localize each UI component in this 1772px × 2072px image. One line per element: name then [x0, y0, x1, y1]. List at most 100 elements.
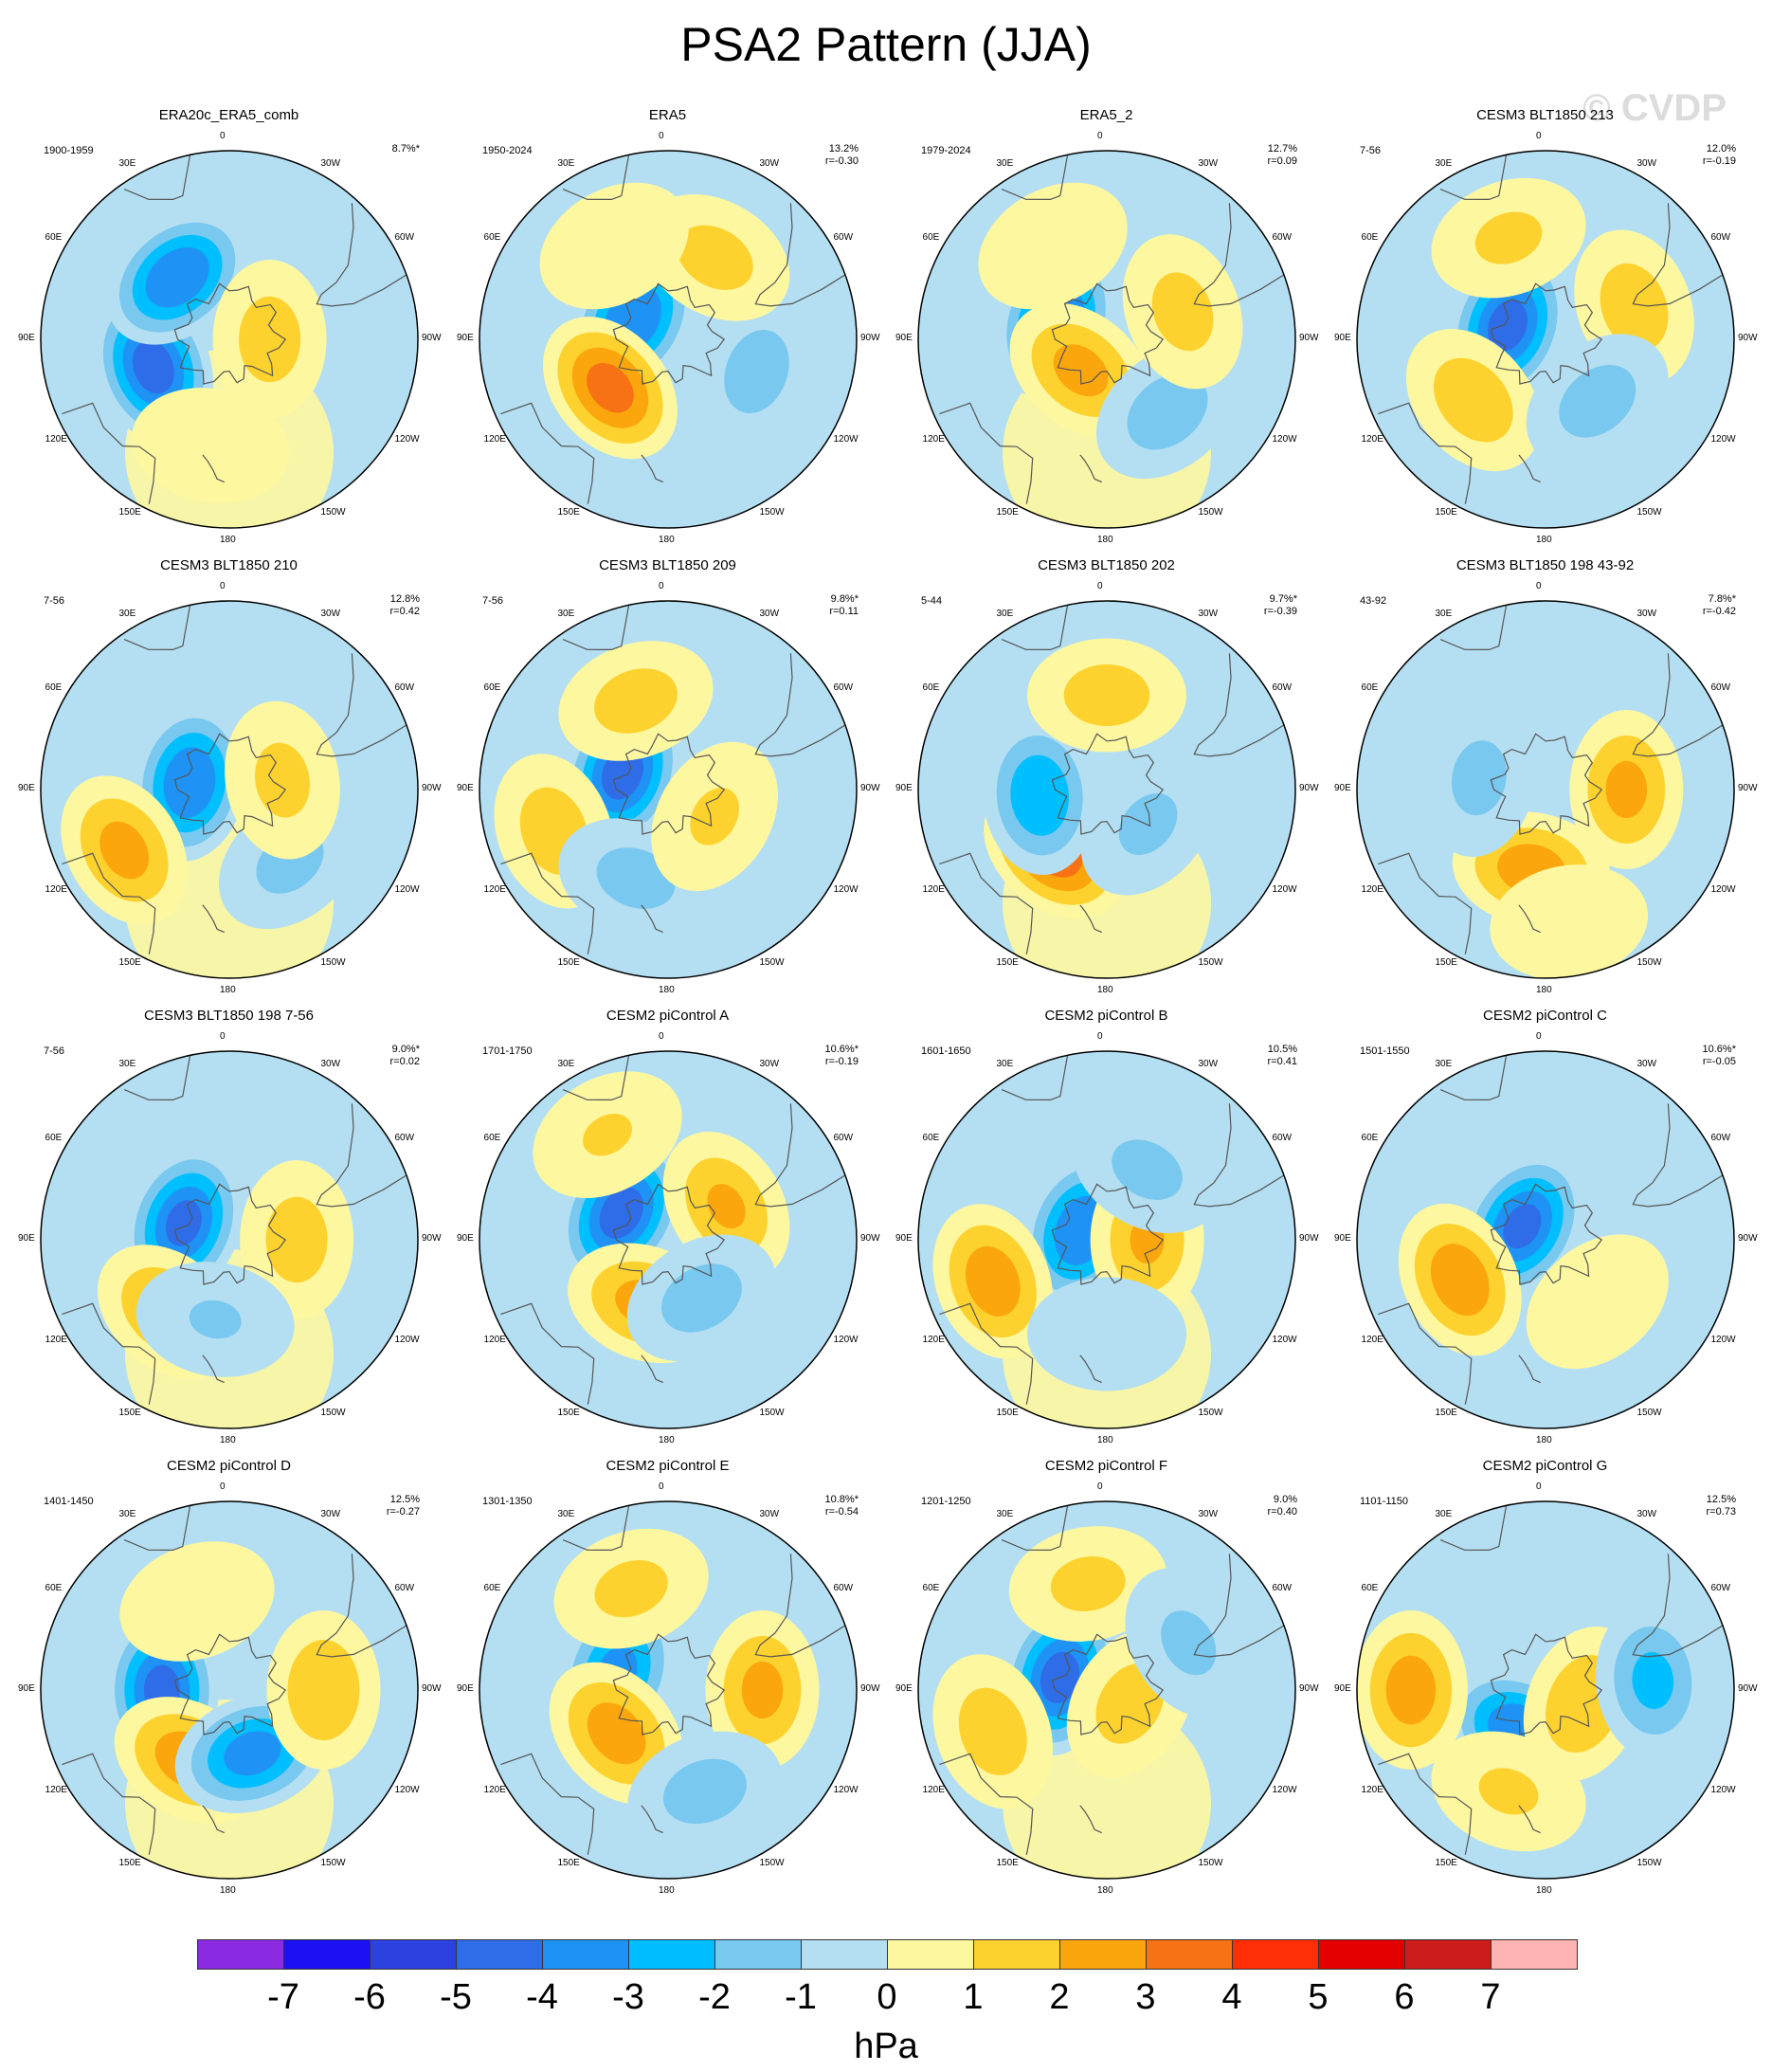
- longitude-label: 180: [1097, 535, 1113, 545]
- contour-fill: [583, 1114, 632, 1156]
- south-america-coastline: [1193, 1554, 1285, 1658]
- contour-fill: [99, 821, 150, 880]
- panel-title: CESM3 BLT1850 210: [160, 557, 298, 573]
- contour-fill: [1605, 760, 1648, 819]
- africa-coastline: [562, 605, 630, 651]
- variance-explained: 12.5%: [1706, 1494, 1736, 1505]
- contour-fill: [224, 1731, 281, 1776]
- polar-map: [40, 1050, 419, 1429]
- panel-statistics: 7.8%* r=-0.42: [1703, 593, 1736, 618]
- longitude-label: 90W: [422, 333, 442, 343]
- longitude-label: 60E: [922, 1582, 940, 1593]
- contour-fill: [1127, 373, 1208, 450]
- map-border: [479, 1500, 858, 1880]
- longitude-label: 120E: [483, 1334, 506, 1345]
- new-zealand-coastline: [1079, 1805, 1102, 1834]
- colorbar-unit-label: hPa: [854, 2027, 918, 2066]
- pattern-correlation: r=-0.05: [1702, 1056, 1736, 1067]
- panel-statistics: 12.7% r=0.09: [1268, 143, 1298, 168]
- africa-coastline: [1439, 1055, 1508, 1101]
- map-border: [479, 1050, 858, 1429]
- antarctica-coastline: [1490, 733, 1603, 835]
- longitude-label: 30W: [320, 608, 341, 619]
- map-panels-grid: 0 30E 60E 90E 120E 150E 180 150W 120W 90W 60W 30W ER…: [18, 107, 1764, 1896]
- map-border: [1356, 150, 1735, 529]
- pattern-correlation: r=-0.42: [1702, 606, 1736, 617]
- polar-map: [40, 150, 419, 529]
- longitude-label: 60W: [833, 1582, 854, 1593]
- longitude-label: 150W: [320, 507, 346, 518]
- longitude-label: 60W: [1272, 1132, 1293, 1143]
- antarctica-coastline: [1051, 733, 1165, 835]
- panel-statistics: 10.8%* r=-0.54: [825, 1494, 859, 1518]
- polar-map: [479, 150, 858, 529]
- longitude-label: 30E: [118, 1058, 136, 1069]
- australia-coastline: [500, 402, 595, 504]
- antarctica-coastline: [1051, 1183, 1165, 1285]
- longitude-label: 120W: [1710, 883, 1736, 895]
- variance-explained: 12.8%: [389, 593, 420, 605]
- longitude-label: 90W: [1738, 1683, 1758, 1694]
- map-panel: 0 30E 60E 90E 120E 150E 180 150W 120W 90W 60W 30W CE…: [1326, 557, 1764, 1009]
- colorbar-tick-label: -5: [440, 1977, 472, 2017]
- contour-fill: [1503, 1204, 1542, 1249]
- new-zealand-coastline: [1518, 904, 1541, 934]
- new-zealand-coastline: [1518, 454, 1541, 483]
- longitude-label: 0: [220, 1481, 226, 1492]
- longitude-label: 120W: [394, 1784, 420, 1795]
- panel-period: 1201-1250: [921, 1496, 971, 1507]
- longitude-label: 150W: [320, 1408, 346, 1419]
- contour-fill: [1151, 272, 1214, 352]
- contour-fill: [1095, 1663, 1165, 1744]
- pattern-correlation: r=0.42: [389, 606, 421, 617]
- australia-coastline: [500, 1302, 595, 1405]
- longitude-label: 120E: [483, 1784, 506, 1795]
- longitude-label: 30W: [1198, 1508, 1219, 1519]
- longitude-label: 0: [220, 581, 226, 591]
- longitude-label: 30E: [1435, 1058, 1453, 1069]
- longitude-label: 90E: [895, 783, 913, 793]
- longitude-label: 0: [1097, 581, 1103, 591]
- antarctica-coastline: [173, 282, 287, 385]
- polar-map: [1356, 1500, 1735, 1880]
- contour-fill: [287, 1640, 360, 1740]
- longitude-label: 60W: [1710, 231, 1731, 243]
- australia-coastline: [62, 852, 156, 954]
- colorbar-tick-label: 4: [1221, 1977, 1242, 2017]
- variance-explained: 10.8%*: [824, 1494, 859, 1505]
- longitude-label: 150E: [996, 1858, 1019, 1869]
- longitude-label: 60E: [922, 231, 940, 243]
- colorbar-swatch: [1059, 1939, 1147, 1970]
- longitude-label: 180: [220, 535, 236, 545]
- australia-coastline: [1378, 402, 1473, 504]
- new-zealand-coastline: [1079, 454, 1102, 483]
- polar-map: [1356, 1050, 1735, 1429]
- panel-title: CESM3 BLT1850 198 43-92: [1456, 557, 1635, 573]
- new-zealand-coastline: [1518, 1805, 1541, 1834]
- longitude-label: 150W: [1198, 957, 1223, 969]
- longitude-label: 90E: [1334, 333, 1351, 343]
- panel-period: 1101-1150: [1360, 1496, 1408, 1507]
- longitude-label: 90E: [1334, 1233, 1351, 1244]
- map-panel: 0 30E 60E 90E 120E 150E 180 150W 120W 90W 60W 30W CE…: [1326, 1458, 1764, 1910]
- contour-fill: [163, 747, 216, 818]
- map-border: [40, 1050, 419, 1429]
- longitude-label: 60W: [394, 1582, 415, 1593]
- longitude-label: 90E: [457, 333, 474, 343]
- longitude-label: 150E: [557, 507, 580, 518]
- longitude-label: 30E: [1435, 157, 1453, 169]
- panel-period: 1900-1959: [44, 145, 94, 156]
- colorbar-swatch: [456, 1939, 543, 1970]
- longitude-label: 30W: [1198, 608, 1219, 619]
- panel-statistics: 12.5% r=-0.27: [387, 1494, 420, 1518]
- longitude-label: 90E: [18, 1683, 35, 1694]
- longitude-label: 150E: [1435, 1408, 1457, 1419]
- longitude-label: 90W: [1299, 333, 1319, 343]
- variance-explained: 7.8%*: [1708, 593, 1736, 605]
- longitude-label: 90W: [1738, 333, 1758, 343]
- longitude-label: 150E: [1435, 957, 1457, 969]
- south-america-coastline: [316, 1103, 407, 1208]
- longitude-label: 60E: [483, 1132, 501, 1143]
- pattern-correlation: r=-0.39: [1263, 606, 1297, 617]
- longitude-label: 180: [1536, 985, 1552, 995]
